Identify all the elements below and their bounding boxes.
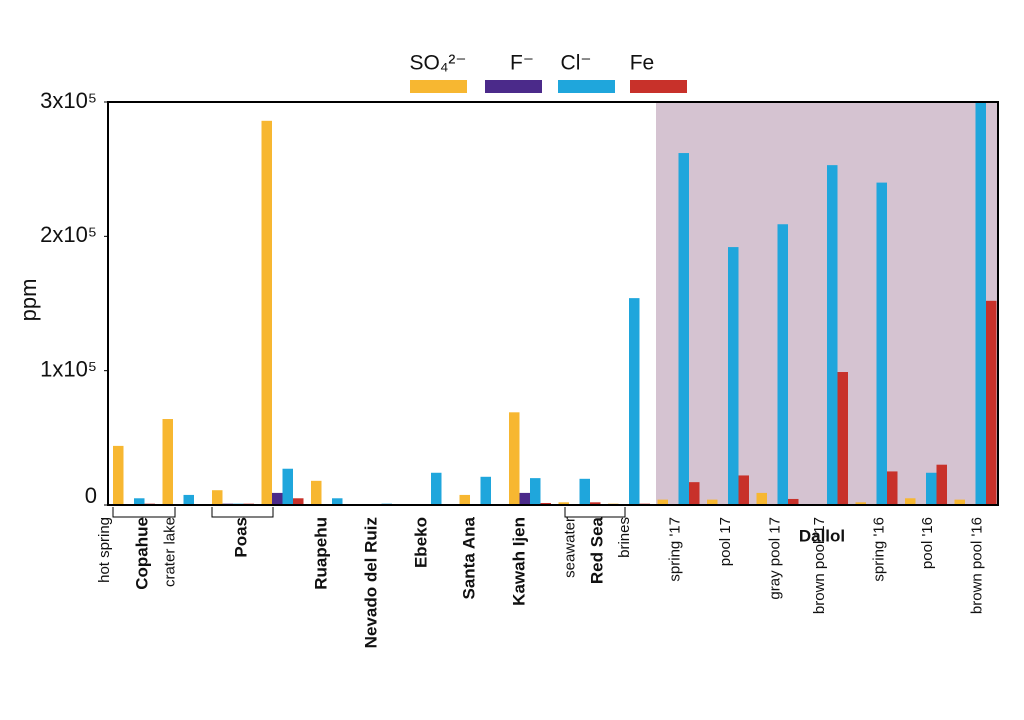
- bar: [678, 153, 689, 505]
- legend-label: Fe: [630, 52, 655, 75]
- legend-swatch: [558, 80, 615, 93]
- x-tick-label: spring '16: [870, 517, 887, 582]
- bar: [558, 502, 569, 505]
- bar: [540, 502, 551, 505]
- bar: [788, 498, 799, 505]
- bar: [519, 492, 530, 505]
- bar: [272, 492, 283, 505]
- bar: [887, 471, 898, 505]
- group-bracket: [211, 507, 274, 518]
- bar: [293, 498, 304, 505]
- y-tick-label: 3x10⁵: [40, 88, 97, 113]
- group-label: Ruapehu: [311, 517, 330, 590]
- bar: [509, 412, 520, 505]
- legend-swatch: [485, 80, 542, 93]
- x-tick-label: hot spring: [96, 517, 113, 583]
- bar: [629, 298, 640, 505]
- bar: [311, 480, 322, 505]
- group-label: Santa Ana: [459, 516, 478, 599]
- bar: [728, 247, 739, 505]
- bar: [986, 300, 997, 505]
- bar: [738, 475, 749, 505]
- group-label: Red Sea: [587, 516, 606, 584]
- y-tick-label: 1x10⁵: [40, 356, 97, 381]
- bar: [827, 165, 838, 506]
- x-tick-label: gray pool 17: [766, 517, 783, 600]
- x-tick-label: seawater: [561, 517, 578, 578]
- bar: [876, 182, 887, 505]
- bar: [657, 499, 668, 505]
- y-tick-label: 2x10⁵: [40, 222, 97, 247]
- bar: [459, 494, 470, 505]
- legend-label: SO₄²⁻: [410, 52, 467, 75]
- bar: [837, 372, 848, 505]
- bar: [954, 499, 965, 505]
- x-tick-label: spring '17: [666, 517, 683, 582]
- bar: [926, 472, 937, 505]
- group-label: Dallol: [799, 526, 845, 545]
- y-axis-label: ppm: [16, 279, 41, 322]
- group-label: Nevado del Ruiz: [361, 517, 380, 648]
- y-tick-label: 0: [85, 483, 97, 508]
- bar: [113, 445, 124, 505]
- bar: [261, 120, 272, 505]
- bar: [756, 492, 767, 505]
- group-label: Kawah Ijen: [509, 517, 528, 606]
- bar: [332, 498, 343, 505]
- bar: [183, 494, 194, 505]
- legend-swatch: [630, 80, 687, 93]
- x-tick-label: brown pool '17: [811, 517, 828, 614]
- bar: [975, 102, 986, 505]
- bar: [530, 478, 541, 505]
- bar: [590, 502, 601, 505]
- x-tick-label: brown pool '16: [968, 517, 985, 614]
- bar: [431, 472, 442, 505]
- legend-label: Cl⁻: [561, 52, 592, 75]
- x-tick-label: crater lake: [161, 517, 178, 587]
- x-tick-label: pool 17: [717, 517, 734, 566]
- bar: [936, 464, 947, 505]
- x-tick-label: brines: [616, 517, 633, 558]
- x-tick-label: pool '16: [919, 517, 936, 569]
- legend-swatch: [410, 80, 467, 93]
- bar: [212, 490, 223, 505]
- legend-label: F⁻: [510, 52, 534, 75]
- group-bracket: [112, 507, 176, 518]
- bar: [282, 468, 293, 505]
- bar: [777, 224, 788, 505]
- bar: [855, 502, 866, 505]
- bar: [905, 498, 916, 505]
- group-bracket: [564, 507, 626, 518]
- group-label: Ebeko: [411, 517, 430, 568]
- group-label: Poas: [231, 517, 250, 558]
- bar: [707, 499, 718, 505]
- bar: [162, 419, 173, 505]
- bar: [134, 498, 145, 505]
- bar: [689, 482, 700, 505]
- group-label: Copahue: [132, 517, 151, 590]
- plot-frame: [107, 101, 999, 506]
- bar: [480, 476, 491, 505]
- bar: [579, 478, 590, 505]
